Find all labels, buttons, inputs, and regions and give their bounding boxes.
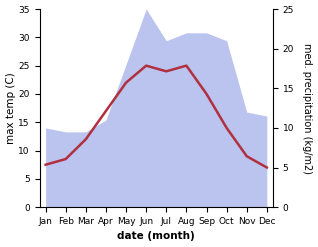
X-axis label: date (month): date (month) xyxy=(117,231,195,242)
Y-axis label: med. precipitation (kg/m2): med. precipitation (kg/m2) xyxy=(302,43,313,174)
Y-axis label: max temp (C): max temp (C) xyxy=(5,72,16,144)
